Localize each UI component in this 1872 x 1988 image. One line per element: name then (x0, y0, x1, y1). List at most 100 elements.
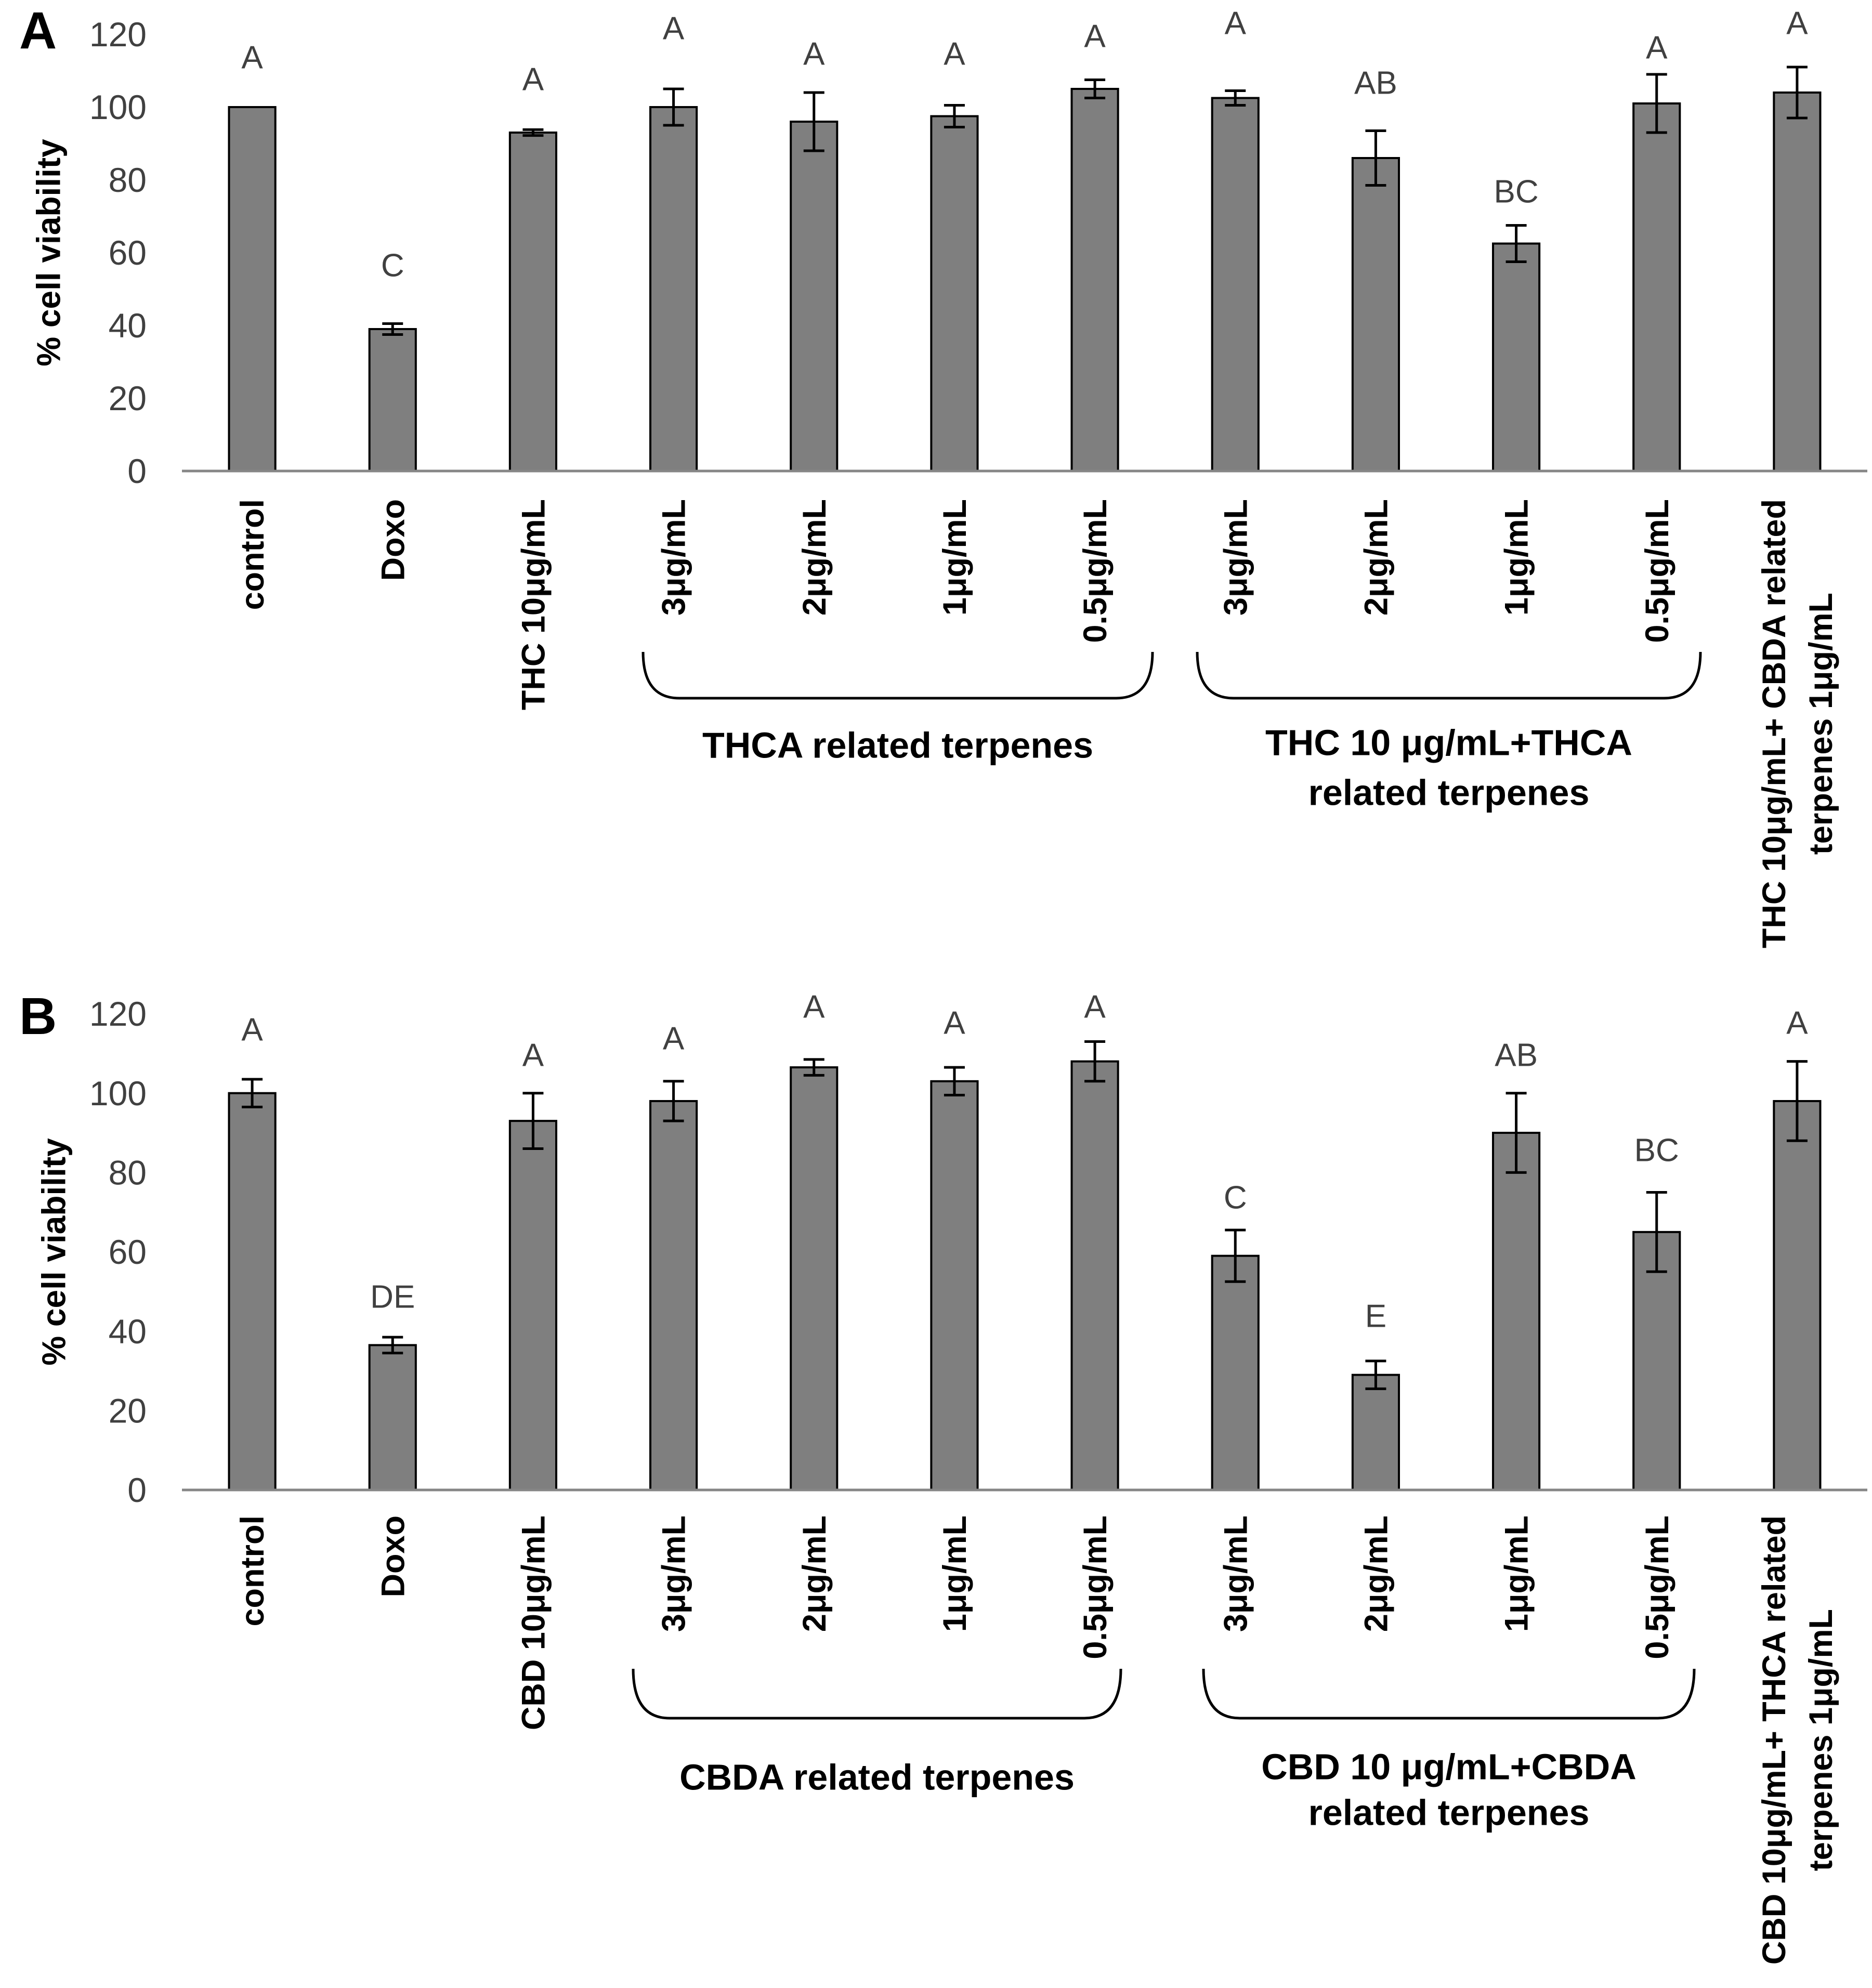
category-label-line: control (234, 1515, 271, 1627)
significance-letter-a-9: AB (1354, 66, 1397, 101)
bar-b-8 (1211, 1254, 1260, 1492)
panel-label: A (19, 2, 57, 60)
bar-b-3 (508, 1120, 557, 1492)
bar-a-11 (1632, 102, 1681, 472)
significance-letter-b-5: A (803, 989, 825, 1025)
y-tick-label: 20 (109, 379, 147, 417)
category-label-b-1: control (234, 1515, 271, 1627)
y-tick-label: 40 (109, 1312, 147, 1351)
error-bar-b-10 (1506, 1092, 1527, 1174)
group-bracket-a-1 (642, 651, 1154, 700)
error-bar-b-3 (522, 1092, 544, 1150)
y-tick-label: 120 (89, 995, 147, 1033)
error-bar-b-6 (944, 1066, 965, 1097)
significance-letter-a-4: A (663, 11, 685, 47)
error-bar-a-12 (1786, 66, 1808, 120)
panel-b: B % cell viability 0 20 40 60 80 100 120 A DE A A A A A… (19, 987, 1867, 1965)
category-label-a-8: 3μg/mL (1218, 499, 1254, 616)
significance-letter-b-8: C (1224, 1180, 1247, 1216)
significance-letter-b-10: AB (1495, 1038, 1538, 1074)
group-label-b-2: related terpenes (1308, 1793, 1590, 1833)
significance-letter-a-11: A (1646, 30, 1668, 66)
bar-b-5 (790, 1066, 839, 1491)
category-label-a-4: 3μg/mL (656, 499, 692, 616)
category-label-line: 1μg/mL (937, 1515, 973, 1632)
significance-letter-a-10: BC (1494, 174, 1539, 210)
error-bar-b-11 (1646, 1191, 1667, 1273)
error-bar-a-4 (663, 87, 684, 127)
category-label-a-12: THC 10μg/mL+ CBDA related terpenes 1μg/mL (1756, 499, 1839, 948)
bar-a-5 (790, 121, 839, 472)
significance-letter-a-7: A (1084, 19, 1106, 55)
bar-b-9 (1351, 1374, 1400, 1492)
significance-letter-b-6: A (944, 1005, 965, 1041)
bar-b-10 (1492, 1132, 1541, 1491)
significance-letter-a-3: A (522, 62, 544, 98)
group-bracket-a-2 (1196, 651, 1702, 700)
category-label-b-7: 0.5μg/mL (1077, 1515, 1114, 1659)
bar-a-1 (228, 106, 277, 472)
category-label-line: 0.5μg/mL (1077, 499, 1114, 643)
significance-letter-b-12: A (1786, 1005, 1808, 1041)
category-label-line: 3μg/mL (1218, 1515, 1254, 1632)
significance-letter-a-8: A (1225, 6, 1247, 42)
bar-a-2 (368, 328, 417, 472)
category-label-line: 3μg/mL (656, 1515, 692, 1632)
category-label-a-3: THC 10μg/mL (515, 499, 552, 710)
group-label-a-1: THCA related terpenes (702, 725, 1093, 766)
panel-label: B (19, 987, 57, 1045)
category-label-line: 0.5μg/mL (1077, 1515, 1114, 1659)
error-bar-a-3 (522, 128, 544, 137)
bar-a-9 (1351, 157, 1400, 472)
bar-b-1 (228, 1092, 277, 1491)
error-bar-b-4 (663, 1080, 684, 1122)
bar-b-7 (1070, 1060, 1119, 1491)
y-tick-label: 0 (127, 452, 147, 490)
bar-a-7 (1070, 88, 1119, 472)
category-label-line: 1μg/mL (1499, 1515, 1535, 1632)
bar-a-3 (508, 132, 557, 472)
y-tick-label: 40 (109, 306, 147, 345)
group-bracket-b-2 (1202, 1668, 1696, 1720)
error-bar-a-8 (1225, 89, 1246, 107)
category-label-b-3: CBD 10μg/mL (515, 1515, 552, 1730)
significance-letter-a-1: A (241, 40, 263, 76)
significance-letter-b-2: DE (370, 1279, 415, 1315)
error-bar-a-9 (1365, 129, 1386, 187)
bar-a-12 (1773, 91, 1822, 472)
category-label-b-2: Doxo (375, 1515, 411, 1598)
category-label-line: 3μg/mL (1218, 499, 1254, 616)
bar-b-6 (930, 1080, 979, 1491)
category-label-line: 0.5μg/mL (1639, 499, 1675, 643)
category-label-a-2: Doxo (375, 499, 411, 581)
significance-letter-b-7: A (1084, 989, 1106, 1025)
category-label-line: Doxo (375, 1515, 411, 1598)
group-label-b-1: CBDA related terpenes (679, 1757, 1075, 1798)
category-label-a-1: control (234, 499, 271, 610)
group-label-a-2: THC 10 μg/mL+THCA (1265, 723, 1632, 763)
category-label-b-10: 1μg/mL (1499, 1515, 1535, 1632)
bar-b-4 (649, 1100, 698, 1492)
bar-b-2 (368, 1344, 417, 1491)
group-bracket-b-1 (632, 1668, 1122, 1720)
group-label-a-2: related terpenes (1308, 773, 1590, 813)
y-tick-label: 20 (109, 1391, 147, 1430)
category-label-a-6: 1μg/mL (937, 499, 973, 616)
significance-letter-a-12: A (1786, 6, 1808, 42)
error-bar-b-1 (242, 1078, 263, 1108)
category-label-line: THC 10μg/mL (515, 499, 552, 710)
y-tick-label: 0 (127, 1471, 147, 1509)
y-axis-title: % cell viability (35, 1138, 72, 1366)
category-label-a-9: 2μg/mL (1358, 499, 1394, 616)
category-label-a-11: 0.5μg/mL (1639, 499, 1675, 643)
error-bar-b-5 (803, 1058, 824, 1077)
y-tick-label: 80 (109, 1153, 147, 1192)
category-label-line: 3μg/mL (656, 499, 692, 616)
category-label-line: 2μg/mL (796, 499, 833, 616)
category-label-b-6: 1μg/mL (937, 1515, 973, 1632)
category-label-b-12: CBD 10μg/mL+ THCA related terpenes 1μg/mL (1756, 1515, 1839, 1965)
significance-letter-b-11: BC (1634, 1133, 1679, 1169)
error-bar-a-7 (1084, 79, 1106, 99)
panel-a: A % cell viability 0 20 40 60 80 100 120 A C A A A A A A… (19, 2, 1867, 948)
